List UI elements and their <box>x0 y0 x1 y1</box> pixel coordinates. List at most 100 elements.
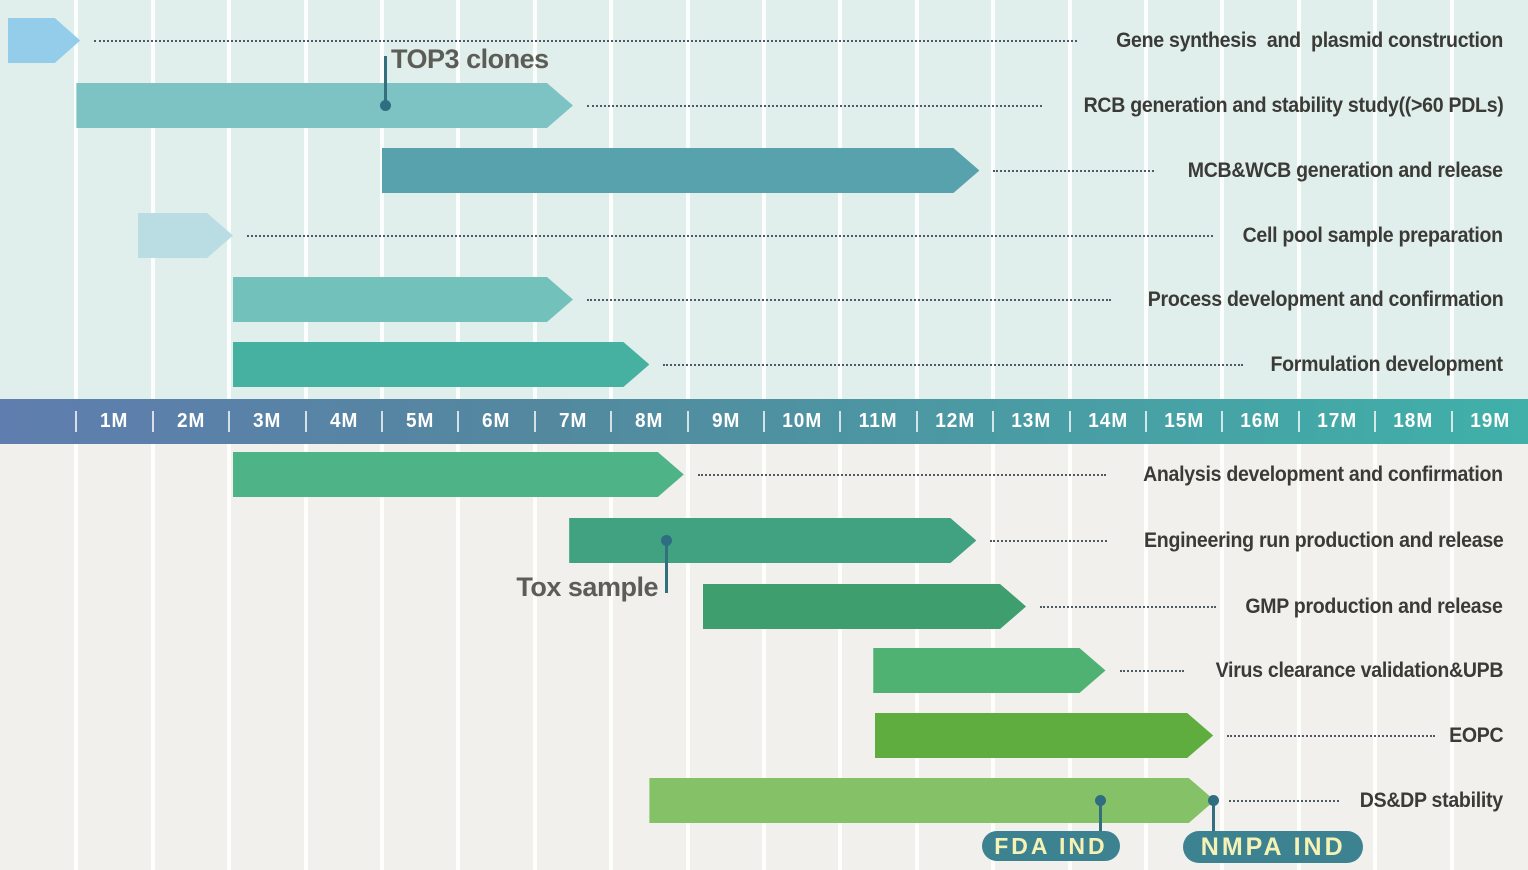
leader-dotted-line <box>663 363 1244 366</box>
task-row: MCB&WCB generation and release <box>382 148 1503 193</box>
task-row: RCB generation and stability study((>60 … <box>76 83 1503 128</box>
task-label: Process development and confirmation <box>1147 287 1503 311</box>
axis-tick-label: 16M <box>1240 410 1281 432</box>
vertical-gridline <box>838 444 843 870</box>
task-label: Cell pool sample preparation <box>1242 223 1504 247</box>
task-label: MCB&WCB generation and release <box>1187 158 1503 182</box>
task-bar <box>703 584 1026 629</box>
task-row: Analysis development and confirmation <box>233 452 1503 497</box>
axis-tick-label: 11M <box>859 410 898 432</box>
leader-dotted-line <box>247 234 1214 237</box>
leader-dotted-line <box>697 473 1107 476</box>
axis-tick-label: 10M <box>782 410 823 432</box>
callout-tox-sample-label: Tox sample <box>516 572 658 602</box>
task-row: Process development and confirmation <box>233 277 1503 322</box>
annotation-dot <box>1207 795 1219 806</box>
task-label: GMP production and release <box>1245 594 1503 618</box>
leader-dotted-line <box>990 539 1107 542</box>
vertical-gridline <box>914 0 919 399</box>
vertical-gridline <box>1449 0 1454 399</box>
vertical-gridline <box>227 0 232 399</box>
task-row: Gene synthesis and plasmid construction <box>8 18 1503 63</box>
task-row: Engineering run production and release <box>569 518 1503 563</box>
vertical-gridline <box>1296 0 1301 399</box>
vertical-gridline <box>762 444 766 870</box>
vertical-gridline <box>303 444 308 870</box>
axis-tick-mark <box>75 411 78 432</box>
annotation-dot <box>1095 795 1107 806</box>
vertical-gridline <box>991 0 996 399</box>
task-label: Engineering run production and release <box>1143 528 1504 552</box>
task-label: RCB generation and stability study((>60 … <box>1083 93 1503 117</box>
task-bar <box>875 713 1213 758</box>
axis-tick-label: 4M <box>329 410 358 432</box>
vertical-gridline <box>380 0 384 399</box>
annotation-stem <box>1211 800 1215 833</box>
axis-tick-mark <box>992 411 995 432</box>
axis-tick-mark <box>1374 411 1377 432</box>
axis-tick-label: 12M <box>935 410 975 432</box>
axis-tick-label: 2M <box>176 410 206 432</box>
axis-tick-label: 14M <box>1087 410 1128 432</box>
task-row: DS&DP stability <box>649 778 1503 823</box>
axis-tick-mark <box>533 411 536 432</box>
leader-dotted-line <box>1119 669 1184 672</box>
annotation-stem <box>665 540 669 593</box>
task-row: Formulation development <box>233 342 1503 387</box>
vertical-gridline <box>1296 444 1301 870</box>
axis-tick-mark <box>1297 411 1300 432</box>
vertical-gridline <box>1144 444 1148 870</box>
axis-tick-label: 19M <box>1469 410 1510 432</box>
task-row: Cell pool sample preparation <box>138 213 1503 258</box>
nmpa-ind-badge: NMPA IND <box>1183 831 1364 863</box>
task-bar <box>873 648 1105 693</box>
task-bar <box>76 83 573 128</box>
axis-tick-mark <box>457 411 460 432</box>
axis-tick-mark <box>1221 411 1224 432</box>
timeline-axis: 1M 2M 3M 4M 5M 6M 7M 8M 9M 10M 11M 12M 13M 14M 15M 16M 1… <box>0 399 1528 444</box>
annotation-stem <box>1099 800 1103 833</box>
vertical-gridline <box>150 0 155 399</box>
vertical-gridline <box>1373 444 1378 870</box>
annotation-dot <box>379 100 391 111</box>
vertical-gridline <box>456 0 461 399</box>
vertical-gridline <box>685 0 690 399</box>
task-bar <box>649 778 1214 823</box>
task-label: DS&DP stability <box>1359 788 1503 812</box>
vertical-gridline <box>609 444 614 870</box>
task-bar <box>382 148 979 193</box>
axis-tick-label: 8M <box>635 410 664 432</box>
vertical-gridline <box>456 444 461 870</box>
axis-tick-mark <box>1145 411 1147 432</box>
vertical-gridline <box>532 0 537 399</box>
vertical-gridline <box>1220 444 1225 870</box>
axis-tick-label: 6M <box>482 410 511 432</box>
task-label: Analysis development and confirmation <box>1143 462 1503 486</box>
vertical-gridline <box>74 444 79 870</box>
vertical-gridline <box>1220 0 1225 399</box>
vertical-gridline <box>838 0 843 399</box>
axis-tick-mark <box>381 411 383 432</box>
vertical-gridline <box>532 444 537 870</box>
task-bar <box>8 18 81 63</box>
leader-dotted-line <box>586 298 1111 301</box>
task-label: Gene synthesis and plasmid construction <box>1116 28 1503 52</box>
axis-tick-mark <box>1068 411 1071 432</box>
axis-tick-mark <box>610 411 613 432</box>
axis-tick-label: 17M <box>1317 410 1357 432</box>
task-row: EOPC <box>875 713 1503 758</box>
leader-dotted-line <box>586 104 1042 107</box>
vertical-gridline <box>150 444 155 870</box>
vertical-gridline <box>762 0 766 399</box>
annotation-dot <box>661 535 673 546</box>
axis-tick-mark <box>228 411 231 432</box>
vertical-gridline <box>1144 0 1148 399</box>
fda-ind-badge: FDA IND <box>981 831 1120 861</box>
task-label: EOPC <box>1448 723 1504 747</box>
vertical-gridline <box>380 444 384 870</box>
task-bar <box>233 452 684 497</box>
axis-tick-mark <box>839 411 842 432</box>
axis-tick-mark <box>686 411 689 432</box>
task-bar <box>233 342 649 387</box>
